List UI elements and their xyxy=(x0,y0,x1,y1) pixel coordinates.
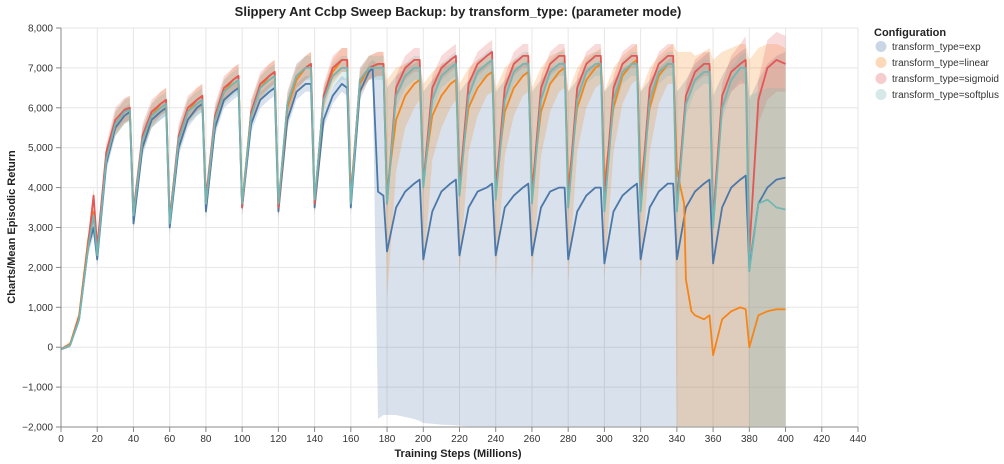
legend-swatch xyxy=(875,57,887,68)
x-tick-label: 60 xyxy=(164,434,176,445)
y-tick-label: 5,000 xyxy=(28,143,53,154)
confidence-band-0 xyxy=(61,48,786,427)
y-tick-label: −2,000 xyxy=(22,423,53,434)
y-tick-label: 0 xyxy=(47,343,53,354)
x-tick-label: 320 xyxy=(632,434,649,445)
x-tick-label: 240 xyxy=(487,434,504,445)
x-tick-label: 140 xyxy=(306,434,323,445)
x-tick-label: 200 xyxy=(415,434,432,445)
x-tick-label: 120 xyxy=(270,434,287,445)
legend-swatch xyxy=(875,41,887,52)
legend-entry: transform_type=exp xyxy=(892,42,981,53)
x-tick-label: 380 xyxy=(741,434,758,445)
series-lines xyxy=(60,51,786,357)
x-tick-label: 400 xyxy=(777,434,794,445)
y-tick-label: −1,000 xyxy=(22,383,53,394)
y-tick-label: 2,000 xyxy=(28,263,53,274)
y-axis-title: Charts/Mean Episodic Return xyxy=(6,150,18,304)
legend-entry: transform_type=softplus xyxy=(892,90,999,101)
x-tick-label: 420 xyxy=(813,434,830,445)
chart-title: Slippery Ant Ccbp Sweep Backup: by trans… xyxy=(235,4,682,19)
x-tick-label: 0 xyxy=(58,434,64,445)
y-tick-label: 6,000 xyxy=(28,103,53,114)
x-tick-label: 340 xyxy=(669,434,686,445)
y-tick-label: 7,000 xyxy=(28,63,53,74)
x-tick-label: 100 xyxy=(234,434,251,445)
y-tick-label: 3,000 xyxy=(28,223,53,234)
x-tick-label: 440 xyxy=(850,434,867,445)
x-tick-label: 300 xyxy=(596,434,613,445)
confidence-band-1 xyxy=(61,44,786,427)
x-tick-label: 280 xyxy=(560,434,577,445)
grid xyxy=(60,27,859,428)
x-tick-label: 360 xyxy=(705,434,722,445)
x-tick-label: 220 xyxy=(451,434,468,445)
series-line-0 xyxy=(60,67,786,351)
x-tick-label: 40 xyxy=(128,434,140,445)
legend-swatch xyxy=(875,89,887,100)
axes: 0 20 40 60 80 100 120 140 160 180 200 220 240 260 280 3… xyxy=(22,24,867,446)
x-tick-label: 180 xyxy=(379,434,396,445)
x-tick-label: 160 xyxy=(342,434,359,445)
x-axis-title: Training Steps (Millions) xyxy=(394,448,521,460)
x-tick-label: 80 xyxy=(200,434,212,445)
legend-entry: transform_type=linear xyxy=(892,58,990,69)
legend-swatch xyxy=(875,73,887,84)
legend-title: Configuration xyxy=(874,27,946,39)
x-tick-label: 260 xyxy=(524,434,541,445)
y-tick-label: 8,000 xyxy=(28,24,53,35)
legend: Configuration transform_type=exp transform… xyxy=(874,27,999,101)
y-tick-label: 1,000 xyxy=(28,303,53,314)
x-tick-label: 20 xyxy=(92,434,104,445)
y-tick-label: 4,000 xyxy=(28,183,53,194)
legend-entry: transform_type=sigmoid xyxy=(892,74,999,85)
series-line-3 xyxy=(60,59,786,351)
